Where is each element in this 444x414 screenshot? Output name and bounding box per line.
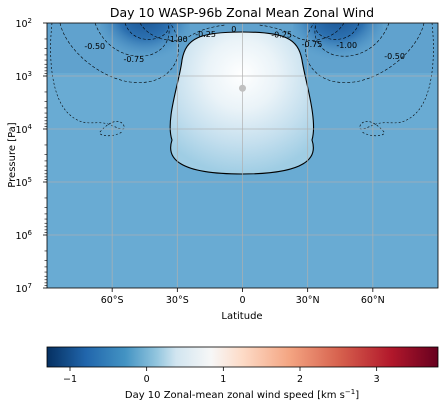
contour-label: -0.75 (302, 40, 323, 49)
x-tick-label: 60°S (101, 295, 124, 306)
contour-minus-050-north (305, 23, 425, 83)
y-tick-exp: 7 (28, 282, 32, 290)
contour-label: -0.75 (124, 55, 145, 64)
y-tick-exp: 3 (28, 70, 32, 78)
contour-label: -1.00 (167, 35, 188, 44)
colorbar-tick-label: 3 (374, 374, 380, 385)
contour-zero (169, 31, 315, 175)
y-tick-label: 102 (15, 17, 32, 30)
y-tick-exp: 5 (28, 176, 32, 184)
contour-label: -0.50 (384, 52, 405, 61)
x-tick-label: 30°S (166, 295, 189, 306)
colorbar-label-text: Day 10 Zonal-mean zonal wind speed [km s (125, 390, 345, 401)
y-tick-exp: 4 (28, 123, 33, 131)
x-axis-ticks: 60°S 30°S 0 30°N 60°N (101, 288, 385, 306)
colorbar-ticks: −1 0 1 2 3 (63, 367, 380, 385)
y-tick-label: 105 (15, 176, 32, 189)
colorbar-tick-label: 1 (220, 374, 226, 385)
colorbar-tick-label: −1 (63, 374, 77, 385)
gridlines (47, 23, 438, 288)
y-tick-base: 10 (15, 178, 27, 189)
contour-label: -0.25 (195, 30, 216, 39)
westward-core-north (293, 23, 383, 70)
westward-core-south (100, 23, 190, 70)
contour-deep-south (50, 23, 125, 137)
y-tick-base: 10 (15, 231, 27, 242)
x-tick-label: 30°N (296, 295, 320, 306)
contour-label: -0.50 (84, 42, 105, 51)
y-tick-label: 104 (15, 123, 32, 136)
contour-minus-075-north (314, 23, 390, 57)
contour-minus-075-south (94, 23, 170, 57)
y-tick-base: 10 (15, 19, 27, 30)
colorbar: −1 0 1 2 3 Day 10 Zonal-mean zonal wind spee… (46, 346, 439, 401)
colorbar-label-exp: −1 (345, 388, 355, 396)
y-tick-label: 106 (15, 229, 32, 242)
contour-label: -1.00 (336, 41, 357, 50)
y-tick-label: 107 (15, 282, 32, 295)
x-axis-label: Latitude (221, 311, 262, 322)
contour-minus-100-south (124, 23, 169, 40)
colorbar-label-suffix: ] (355, 390, 359, 401)
y-tick-exp: 6 (28, 229, 33, 237)
y-tick-base: 10 (15, 284, 27, 295)
contour-labels: -0.50 -0.75 -1.00 -0.25 0 -0.25 -0.75 -1.00 -0.5… (84, 25, 404, 64)
y-axis-label: Pressure [Pa] (7, 122, 18, 187)
contour-deep-north (359, 23, 434, 137)
contour-label: -0.25 (271, 31, 292, 40)
colorbar-tick-label: 2 (297, 374, 303, 385)
x-tick-label: 0 (239, 295, 245, 306)
y-tick-exp: 2 (28, 17, 32, 25)
jet-region (170, 32, 314, 174)
contour-minus-050-south (59, 23, 179, 83)
colorbar-tick-label: 0 (144, 374, 150, 385)
y-axis-minor-ticks (44, 38, 47, 286)
jet-max-marker (239, 84, 246, 92)
plot-area: -0.50 -0.75 -1.00 -0.25 0 -0.25 -0.75 -1.00 -0.5… (47, 23, 438, 288)
y-tick-label: 103 (15, 70, 32, 83)
x-tick-label: 60°N (361, 295, 385, 306)
chart-title: Day 10 WASP-96b Zonal Mean Zonal Wind (110, 5, 374, 20)
contour-minus-025-north (258, 23, 345, 41)
contour-label: 0 (231, 25, 236, 34)
y-tick-base: 10 (15, 72, 27, 83)
contour-minus-100-north (315, 23, 360, 40)
colorbar-label: Day 10 Zonal-mean zonal wind speed [km s… (125, 388, 359, 401)
y-tick-base: 10 (15, 125, 27, 136)
colorbar-gradient (46, 346, 439, 368)
contour-minus-025-south (139, 23, 226, 41)
